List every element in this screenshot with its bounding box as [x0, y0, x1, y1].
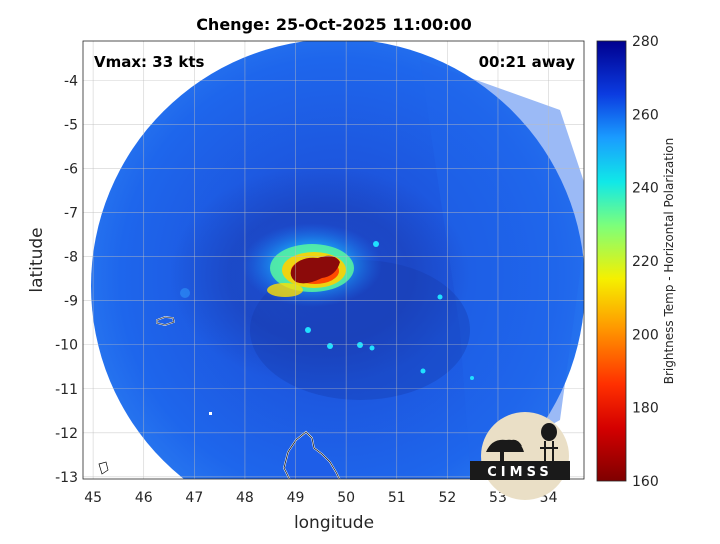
colorbar-label: Brightness Temp - Horizontal Polarizatio… — [662, 138, 676, 385]
convective-cell — [373, 241, 379, 247]
grid-horizontal — [83, 80, 584, 478]
y-tick-label: -9 — [64, 294, 78, 310]
colorbar-border — [596, 40, 627, 482]
y-tick-label: -10 — [55, 338, 78, 354]
core-tail — [267, 283, 303, 297]
grid-vertical — [92, 41, 549, 479]
x-axis-label: longitude — [294, 513, 374, 533]
scan-edge-band — [420, 60, 584, 470]
coastline-inner — [283, 431, 340, 479]
convective-cell — [437, 294, 443, 300]
convective-cell — [420, 368, 426, 374]
y-axis-label: latitude — [27, 227, 47, 292]
y-tick-label: -12 — [55, 426, 78, 442]
colorbar-tick-labels: 280 260 240 220 200 180 160 — [632, 34, 659, 490]
y-tick-label: -8 — [64, 250, 78, 266]
colorbar-tick-label: 180 — [632, 401, 659, 417]
x-tick-label: 49 — [287, 490, 305, 506]
small-island — [98, 461, 109, 475]
y-tick-label: -13 — [55, 470, 78, 486]
x-tick-label: 52 — [438, 490, 456, 506]
x-tick-label: 47 — [185, 490, 203, 506]
colorbar-tick-label: 220 — [632, 254, 659, 270]
x-tick-label: 53 — [489, 490, 507, 506]
cold-core — [290, 255, 340, 284]
colorbar-tick-label: 200 — [632, 327, 659, 343]
convective-cell — [470, 376, 474, 380]
time-away-label: 00:21 away — [479, 53, 576, 71]
colorbar-tick-label: 240 — [632, 181, 659, 197]
convective-cell — [305, 327, 311, 333]
logo-text: CIMSS — [487, 465, 552, 480]
convective-cell — [369, 345, 375, 351]
x-tick-label: 50 — [337, 490, 355, 506]
logo-silhouette — [486, 423, 558, 462]
y-tick-label: -11 — [55, 382, 78, 398]
y-tick-labels: -4 -5 -6 -7 -8 -9 -10 -11 -12 -13 — [55, 74, 78, 486]
y-tick-label: -6 — [64, 162, 78, 178]
colorbar-tick-label: 160 — [632, 474, 659, 490]
islet — [209, 412, 212, 415]
y-tick-label: -7 — [64, 206, 78, 222]
y-tick-label: -5 — [64, 118, 78, 134]
island-outline-inner — [156, 316, 175, 326]
map-title: Chenge: 25-Oct-2025 11:00:00 — [196, 15, 472, 34]
logo-banner — [470, 461, 570, 480]
x-tick-labels: 45 46 47 48 49 50 51 52 53 54 — [84, 490, 557, 506]
colorbar-tick-label: 260 — [632, 107, 659, 123]
logo-disc — [481, 412, 569, 500]
x-tick-label: 48 — [236, 490, 254, 506]
colorbar — [597, 41, 626, 481]
colorbar-tick-label: 280 — [632, 34, 659, 50]
x-tick-label: 46 — [135, 490, 153, 506]
warm-patch — [180, 288, 190, 298]
x-tick-label: 45 — [84, 490, 102, 506]
x-tick-label: 51 — [388, 490, 406, 506]
axes-border — [82, 40, 585, 480]
vmax-label: Vmax: 33 kts — [94, 53, 204, 71]
cimss-logo: CIMSS — [470, 412, 570, 500]
convective-cell — [327, 343, 333, 349]
y-tick-label: -4 — [64, 74, 78, 90]
